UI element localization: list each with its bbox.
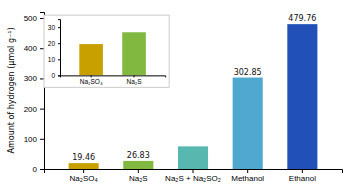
bar (178, 146, 208, 169)
y-axis: 0 100 200 300 400 500 (24, 13, 45, 175)
main-chart: 0100200300400500Na₂SO₄Na₂SNa₂S + Na₂SO₂M… (7, 13, 343, 183)
tick-mark (58, 75, 60, 76)
tick-mark (83, 169, 84, 173)
x-axis: Na₂SO₄ Na₂S Na₂S + Na₂SO₂ Methanol Ethanol (45, 169, 343, 183)
y-axis-title: Amount of hydrogen (μmol g⁻¹) (7, 27, 16, 153)
tick-label: 30 (48, 24, 56, 31)
tick-label: 10 (48, 56, 56, 63)
tick-label: 20 (48, 40, 56, 47)
tick: 100 (24, 135, 44, 144)
tick-mark (138, 169, 139, 173)
tick-mark (58, 27, 60, 28)
tick: 10 (48, 56, 60, 63)
tick-mark (247, 169, 248, 173)
tick-label: Na₂S (129, 174, 148, 183)
tick-label: Na₂S (126, 78, 142, 85)
x-axis: Na₂SO₄ Na₂S (61, 75, 166, 85)
tick: 0 (33, 165, 44, 174)
tick: 20 (48, 40, 60, 47)
axis-line (61, 76, 166, 78)
tick-label: Na₂S + Na₂SO₂ (165, 174, 221, 183)
bar (69, 163, 99, 169)
tick: 500 (24, 14, 44, 23)
tick: 300 (24, 74, 44, 83)
tick-label: 500 (24, 14, 38, 23)
tick-mark (40, 78, 44, 79)
data-label: 479.76 (288, 14, 316, 23)
tick-label: 300 (24, 74, 38, 83)
bar (287, 24, 317, 169)
tick-label: Ethanol (289, 174, 316, 183)
inset-chart: 0 10 20 30 Na₂SO₄ Na₂S (44, 15, 169, 87)
tick: Na₂SO₄ (80, 75, 103, 85)
axis-line (58, 20, 61, 76)
tick-mark (302, 169, 303, 173)
tick: 30 (48, 24, 60, 31)
tick-mark (40, 169, 44, 170)
y-axis: 0 10 20 30 (48, 20, 61, 79)
tick-mark (58, 59, 60, 60)
inset-background (44, 15, 169, 87)
tick-label: Na₂SO₄ (70, 174, 98, 183)
tick: Na₂SO₄ (70, 169, 98, 183)
tick-mark (91, 75, 92, 77)
tick: Na₂S (129, 169, 148, 183)
tick: 400 (24, 44, 44, 53)
tick-mark (58, 43, 60, 44)
bar (79, 44, 103, 75)
tick-label: Na₂SO₄ (80, 78, 103, 85)
data-label: 302.85 (234, 68, 262, 77)
tick-label: Methanol (231, 174, 264, 183)
tick-mark (40, 109, 44, 110)
tick: 200 (24, 105, 44, 114)
bars (79, 32, 146, 75)
tick: 0 (51, 72, 60, 79)
tick-mark (40, 139, 44, 140)
tick-label: 400 (24, 44, 38, 53)
tick-mark (134, 75, 135, 77)
data-label: 19.46 (72, 153, 95, 162)
bar (122, 32, 146, 75)
data-label: 26.83 (127, 151, 150, 160)
tick: Na₂S (126, 75, 142, 85)
bar (233, 78, 263, 169)
tick-label: 100 (24, 135, 38, 144)
tick: Na₂S + Na₂SO₂ (165, 169, 221, 183)
tick-mark (40, 18, 44, 19)
tick-mark (193, 169, 194, 173)
tick-label: 200 (24, 105, 38, 114)
chart-root: 0100200300400500Na₂SO₄Na₂SNa₂S + Na₂SO₂M… (0, 0, 350, 189)
tick-label: 0 (33, 165, 38, 174)
tick-mark (40, 48, 44, 49)
axis-line (45, 170, 343, 174)
tick: Ethanol (289, 169, 316, 183)
bar (123, 161, 153, 169)
tick-label: 0 (51, 72, 55, 79)
tick: Methanol (231, 169, 264, 183)
